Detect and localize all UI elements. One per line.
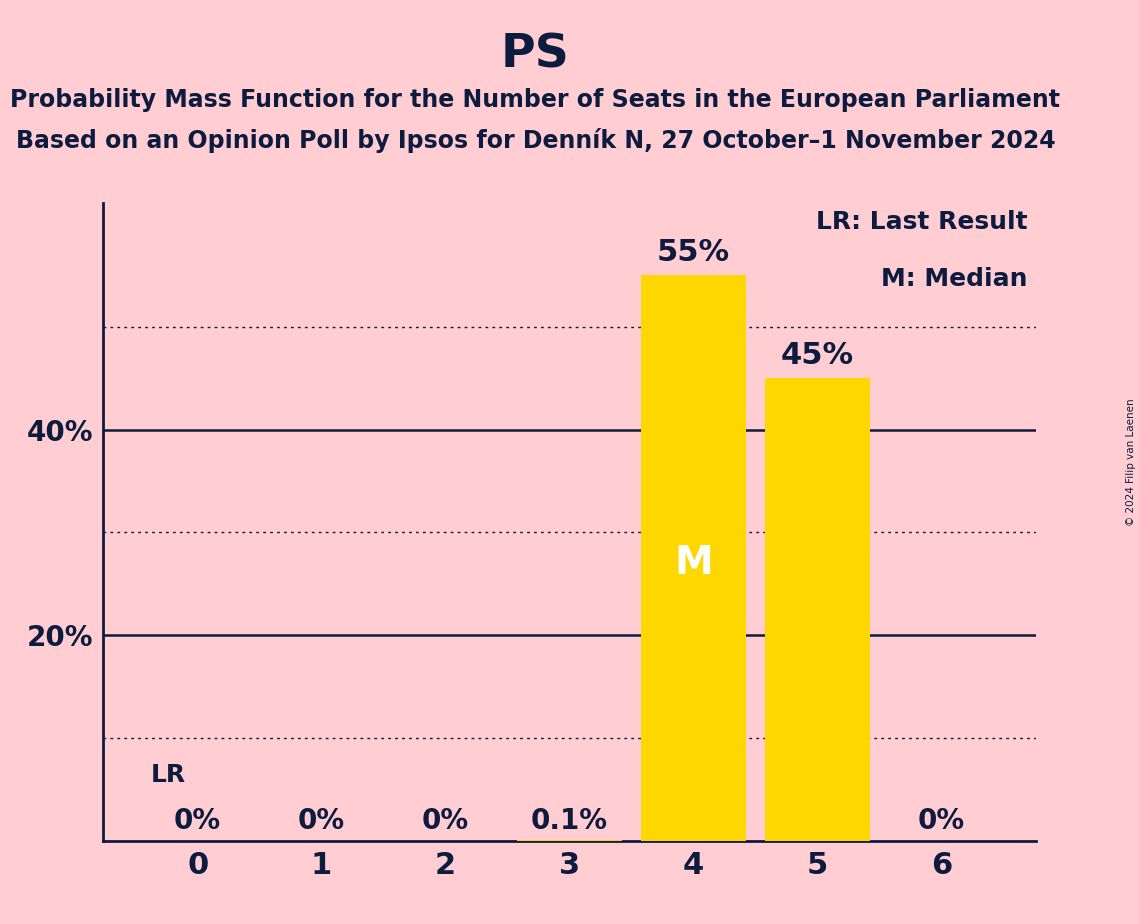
Text: M: M [674, 544, 713, 582]
Bar [764, 378, 870, 841]
Text: PS: PS [501, 32, 570, 78]
Text: 55%: 55% [657, 238, 730, 267]
Text: © 2024 Filip van Laenen: © 2024 Filip van Laenen [1126, 398, 1136, 526]
Text: 0.1%: 0.1% [531, 807, 608, 834]
Text: Probability Mass Function for the Number of Seats in the European Parliament: Probability Mass Function for the Number… [10, 88, 1060, 112]
Text: LR: LR [150, 763, 186, 787]
Text: M: Median: M: Median [880, 267, 1027, 291]
Text: LR: Last Result: LR: Last Result [816, 210, 1027, 234]
Text: 0%: 0% [174, 807, 221, 834]
Text: Based on an Opinion Poll by Ipsos for Denník N, 27 October–1 November 2024: Based on an Opinion Poll by Ipsos for De… [16, 128, 1055, 152]
Bar [517, 840, 622, 841]
Text: 0%: 0% [421, 807, 469, 834]
Text: 0%: 0% [918, 807, 965, 834]
Text: 45%: 45% [781, 341, 854, 370]
Bar [641, 275, 746, 841]
Text: 0%: 0% [298, 807, 345, 834]
